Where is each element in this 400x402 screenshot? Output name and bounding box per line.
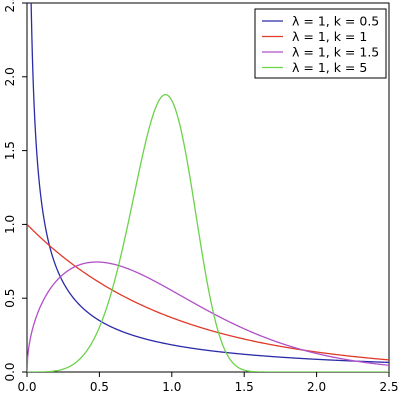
x-tick-label: 0.5 bbox=[90, 380, 109, 394]
series-line-1 bbox=[30, 3, 389, 364]
legend-label-2: λ = 1, k = 1 bbox=[292, 29, 367, 44]
y-tick-label: 0.5 bbox=[3, 289, 17, 308]
x-tick-label: 1.0 bbox=[162, 380, 181, 394]
series-line-3 bbox=[27, 261, 389, 372]
y-tick-label: 2.5 bbox=[3, 0, 17, 13]
legend: λ = 1, k = 0.5λ = 1, k = 1λ = 1, k = 1.5… bbox=[254, 8, 387, 79]
y-tick-label: 2.0 bbox=[3, 67, 17, 86]
legend-label-3: λ = 1, k = 1.5 bbox=[292, 45, 379, 60]
x-tick-label: 0.0 bbox=[17, 380, 36, 394]
y-tick-label: 1.0 bbox=[3, 215, 17, 234]
series-curves bbox=[27, 3, 389, 372]
legend-label-1: λ = 1, k = 0.5 bbox=[292, 14, 379, 29]
x-tick-label: 2.5 bbox=[379, 380, 398, 394]
y-tick-label: 1.5 bbox=[3, 141, 17, 160]
series-line-2 bbox=[27, 223, 389, 361]
x-tick-label: 2.0 bbox=[307, 380, 326, 394]
y-axis: 0.0 0.5 1.0 1.5 2.0 2.5 bbox=[3, 0, 27, 382]
plot-frame bbox=[26, 2, 390, 373]
y-tick-label: 0.0 bbox=[3, 362, 17, 381]
legend-label-4: λ = 1, k = 5 bbox=[292, 60, 367, 75]
x-tick-label: 1.5 bbox=[235, 380, 254, 394]
x-axis: 0.0 0.5 1.0 1.5 2.0 2.5 bbox=[17, 372, 399, 394]
series-line-4 bbox=[27, 93, 389, 372]
